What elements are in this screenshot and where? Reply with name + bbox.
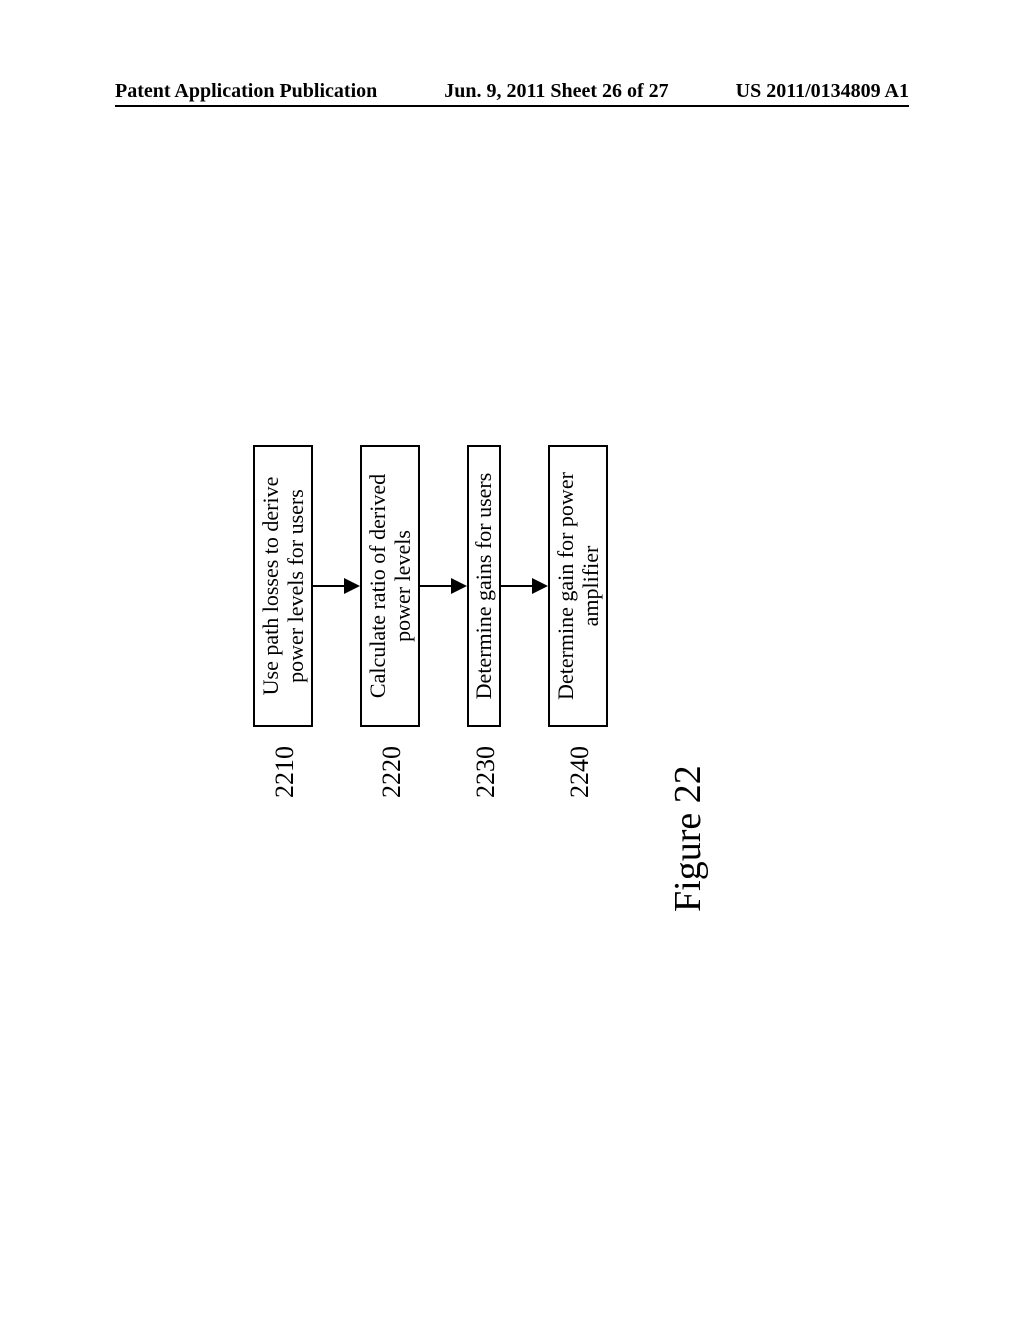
flow-arrow	[501, 585, 534, 587]
header-left: Patent Application Publication	[115, 80, 377, 103]
flow-box-label-2230: Determine gains for users	[469, 450, 499, 722]
flow-arrow-head	[451, 578, 467, 594]
flow-arrow-head	[344, 578, 360, 594]
flow-ref-2220: 2220	[377, 746, 407, 798]
page-header: Patent Application Publication Jun. 9, 2…	[115, 80, 909, 107]
flowchart: Use path losses to derivepower levels fo…	[220, 445, 675, 840]
flow-box-label-2210: Use path losses to derivepower levels fo…	[255, 450, 311, 722]
flow-arrow	[420, 585, 453, 587]
flow-box-label-2220: Calculate ratio of derivedpower levels	[362, 450, 418, 722]
flow-box-label-2240: Determine gain for poweramplifier	[550, 450, 606, 722]
figure-caption: Figure 22	[666, 765, 710, 912]
flow-ref-2240: 2240	[565, 746, 595, 798]
flow-ref-2210: 2210	[270, 746, 300, 798]
header-right: US 2011/0134809 A1	[736, 80, 909, 103]
flow-arrow	[313, 585, 346, 587]
header-center: Jun. 9, 2011 Sheet 26 of 27	[444, 80, 668, 103]
flow-ref-2230: 2230	[471, 746, 501, 798]
flow-arrow-head	[532, 578, 548, 594]
